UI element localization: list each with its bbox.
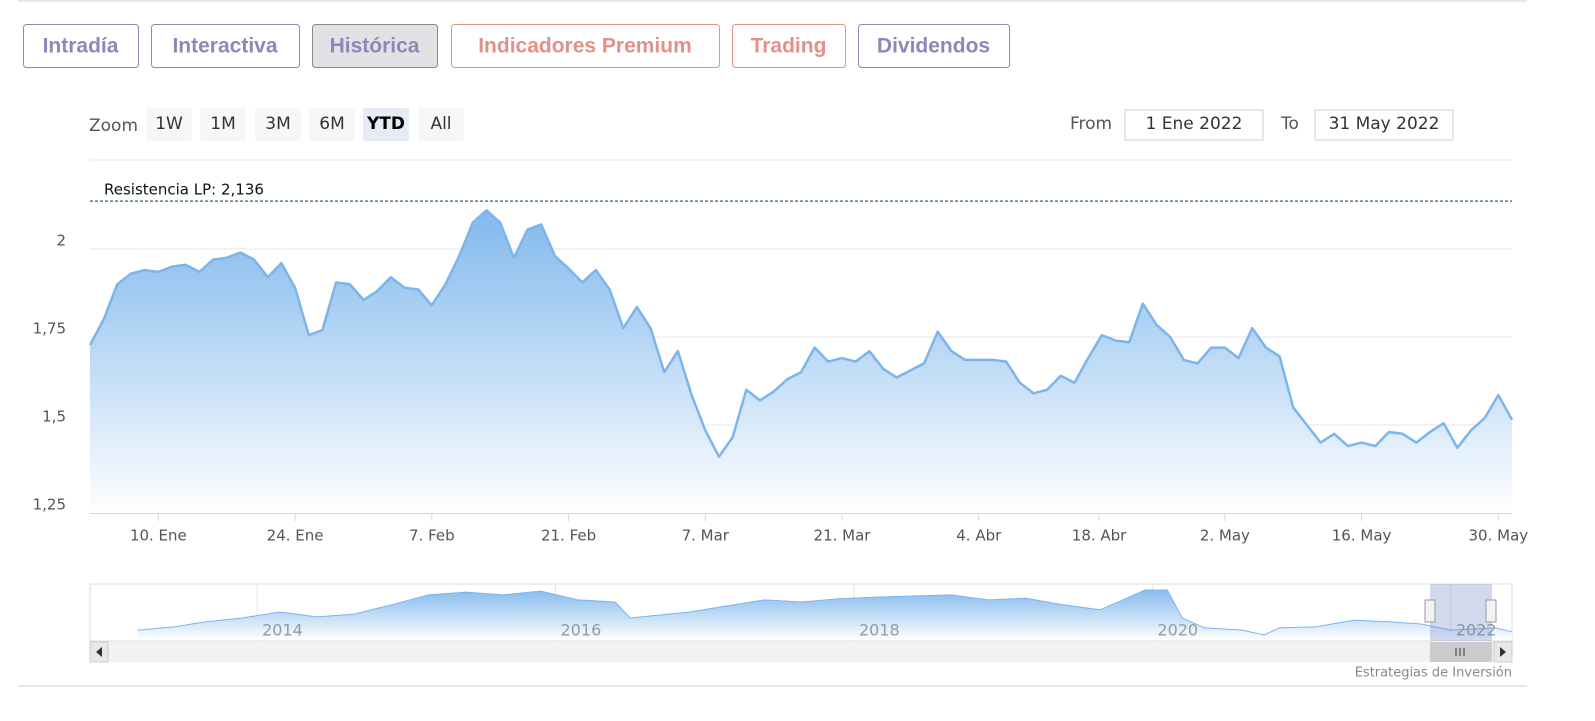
thumb-grip [1455, 648, 1465, 656]
y-tick-label: 1,25 [33, 496, 66, 514]
x-tick-label: 24. Ene [267, 527, 324, 545]
x-tick-label: 7. Mar [682, 527, 730, 545]
area [90, 210, 1512, 514]
arrow-left [96, 647, 102, 657]
scrollbar-track[interactable] [90, 642, 1512, 662]
to-value[interactable]: 31 May 2022 [1329, 114, 1440, 134]
zoom-button-label[interactable]: All [430, 114, 451, 134]
tab-label[interactable]: Dividendos [877, 35, 990, 58]
line [88, 209, 1514, 458]
tab-label[interactable]: Intradía [43, 35, 119, 58]
y-tick-label: 2 [56, 232, 66, 250]
navigator-mask[interactable] [1430, 584, 1492, 641]
navigator-line [137, 589, 1513, 636]
x-tick-label: 2. May [1200, 527, 1250, 545]
zoom-button-label[interactable]: YTD [366, 114, 405, 134]
zoom-button-label[interactable]: 1W [155, 114, 183, 134]
credit: Estrategias de Inversión [1355, 666, 1512, 681]
navigator-tick-label: 2014 [262, 621, 303, 640]
navigator-handle[interactable] [1424, 599, 1436, 623]
tab[interactable] [732, 24, 846, 68]
zoom-button-label[interactable]: 1M [210, 114, 235, 134]
navigator-tick-label: 2020 [1157, 621, 1198, 640]
x-tick-label: 10. Ene [130, 527, 187, 545]
navigator-handle[interactable] [1485, 599, 1497, 623]
resistance-label: Resistencia LP: 2,136 [104, 181, 264, 199]
zoom-button[interactable] [363, 108, 409, 141]
tab[interactable] [451, 24, 720, 68]
tab[interactable] [858, 24, 1010, 68]
y-tick-label: 1,5 [42, 408, 66, 426]
x-tick-label: 21. Mar [814, 527, 872, 545]
navigator-tick-label: 2018 [859, 621, 900, 640]
navigator-area [137, 590, 1513, 640]
x-tick-label: 7. Feb [409, 527, 455, 545]
arrow-right [1500, 647, 1506, 657]
y-tick-label: 1,75 [33, 320, 66, 338]
zoom-button[interactable] [418, 108, 464, 141]
to-label: To [1280, 114, 1299, 134]
zoom-button[interactable] [255, 108, 301, 141]
x-tick-label: 30. May [1469, 527, 1529, 545]
tab-label[interactable]: Histórica [330, 35, 420, 58]
from-input[interactable] [1124, 109, 1264, 141]
navigator-frame [89, 583, 1513, 642]
tab-label[interactable]: Interactiva [172, 35, 277, 58]
zoom-button-label[interactable]: 6M [319, 114, 344, 134]
zoom-button[interactable] [200, 108, 246, 141]
zoom-button[interactable] [146, 108, 192, 141]
navigator-tick-label: 2022 [1456, 621, 1497, 640]
x-tick-label: 16. May [1332, 527, 1392, 545]
tab-label[interactable]: Trading [751, 35, 827, 58]
scrollbar-thumb[interactable] [1430, 642, 1492, 662]
navigator-tick-label: 2016 [561, 621, 602, 640]
to-input[interactable] [1314, 109, 1454, 141]
from-value[interactable]: 1 Ene 2022 [1146, 114, 1243, 134]
x-tick-label: 18. Abr [1072, 527, 1127, 545]
tab[interactable] [23, 24, 139, 68]
tab[interactable] [312, 24, 438, 68]
x-tick-label: 4. Abr [956, 527, 1002, 545]
x-tick-label: 21. Feb [541, 527, 596, 545]
tab[interactable] [151, 24, 300, 68]
tab-label[interactable]: Indicadores Premium [478, 35, 692, 58]
zoom-button[interactable] [309, 108, 355, 141]
from-label: From [1070, 114, 1112, 134]
zoom-button-label[interactable]: 3M [265, 114, 290, 134]
zoom-label: Zoom [89, 116, 138, 136]
